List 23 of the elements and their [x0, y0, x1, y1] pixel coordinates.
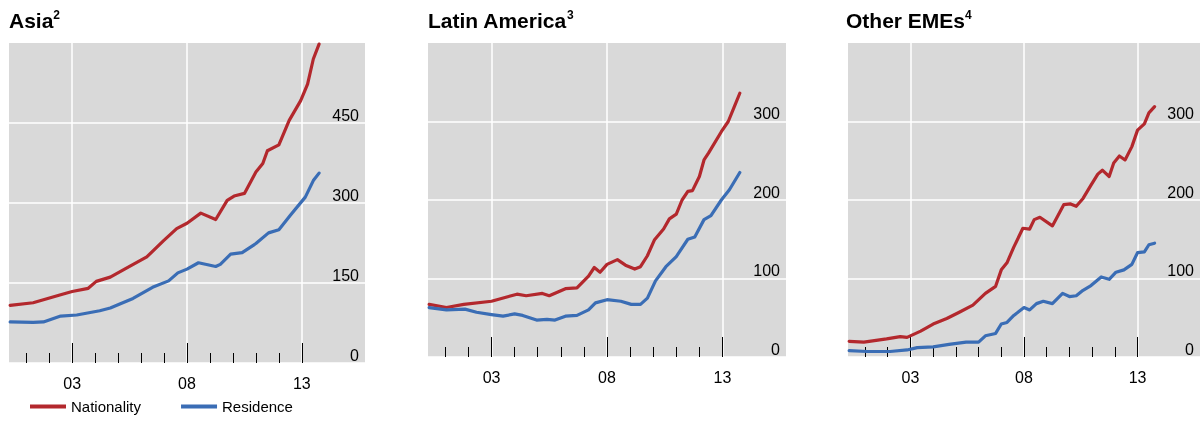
y-tick-label: 200 [1167, 183, 1195, 201]
y-tick-label: 100 [1167, 262, 1195, 279]
y-tick-label: 450 [332, 106, 360, 124]
y-tick-label: 150 [332, 266, 360, 284]
x-tick-label: 13 [713, 368, 732, 386]
y-tick-label: 300 [753, 105, 781, 122]
x-tick-label: 08 [1015, 368, 1033, 386]
y-tick-label: 0 [1185, 340, 1195, 358]
legend-label: Nationality [71, 398, 142, 415]
y-tick-label: 300 [332, 186, 360, 204]
x-tick-label: 03 [482, 368, 501, 386]
y-tick-label: 100 [753, 262, 781, 279]
legend-label: Residence [222, 398, 293, 415]
y-tick-label: 0 [350, 346, 360, 364]
x-tick-label: 08 [178, 374, 196, 392]
y-tick-label: 200 [753, 183, 781, 201]
x-tick-label: 13 [1128, 368, 1147, 386]
y-tick-label: 300 [1167, 105, 1195, 122]
x-tick-label: 03 [63, 374, 82, 392]
x-tick-label: 03 [901, 368, 920, 386]
y-tick-label: 0 [771, 340, 781, 358]
x-tick-label: 13 [292, 374, 311, 392]
x-tick-label: 08 [598, 368, 616, 386]
